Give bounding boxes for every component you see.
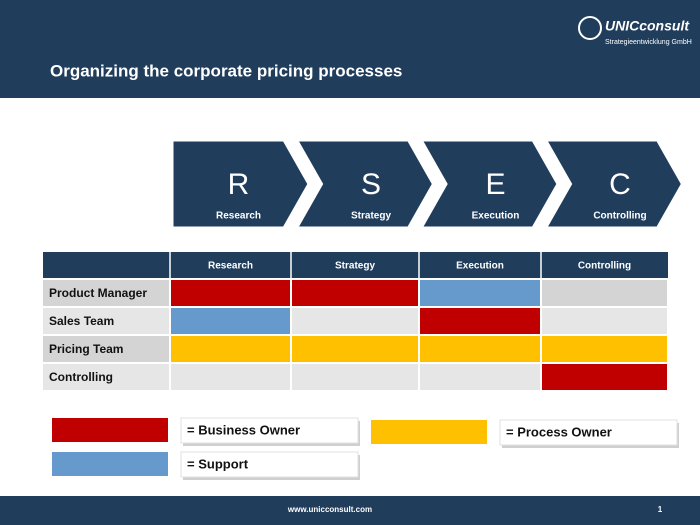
matrix-cell [420,308,540,334]
process-label: Strategy [351,211,391,222]
footer-bar [0,496,700,525]
legend-label: = Business Owner [187,422,300,437]
row-label: Controlling [49,370,113,384]
process-letter: S [361,168,381,201]
matrix-cell [542,336,667,362]
column-header: Research [208,261,253,272]
matrix-cell [171,308,290,334]
logo-icon [578,16,602,40]
logo-subtitle: Strategieentwicklung GmbH [605,39,692,46]
legend-swatch [371,420,487,444]
process-letter: R [228,168,250,201]
matrix-cell [292,308,418,334]
matrix-cell [171,280,290,306]
logo: UNICconsult [605,18,690,34]
table-header [43,252,668,278]
legend-swatch [52,418,168,442]
matrix-cell [542,364,667,390]
footer-url: www.unicconsult.com [287,505,372,514]
process-chevron [542,138,685,230]
matrix-cell [542,280,667,306]
column-header: Controlling [578,261,631,272]
matrix-cell [171,336,290,362]
row-label: Product Manager [49,286,147,300]
header-bar [0,0,700,98]
matrix-cell [292,280,418,306]
process-letter: C [609,168,631,201]
matrix-cell [171,364,290,390]
row-label-cell [43,336,169,362]
matrix-cell [420,364,540,390]
matrix-cell [292,364,418,390]
legend-label: = Support [187,456,249,471]
process-letter: E [485,168,505,201]
matrix-cell [420,280,540,306]
process-chevron [293,138,436,230]
row-label: Sales Team [49,314,114,328]
row-label: Pricing Team [49,342,123,356]
row-label-cell [43,308,169,334]
process-chevron [418,138,560,230]
matrix-cell [420,336,540,362]
process-chevron [170,138,311,230]
slide-title: Organizing the corporate pricing process… [50,61,402,80]
legend-label-box [180,417,359,444]
process-label: Execution [472,211,520,222]
process-label: Controlling [593,211,646,222]
column-header: Execution [456,261,504,272]
page-number: 1 [658,505,663,514]
row-label-cell [43,280,169,306]
legend-label-box [180,451,359,478]
legend-label: = Process Owner [506,424,612,439]
matrix-cell [542,308,667,334]
matrix-cell [292,336,418,362]
legend-swatch [52,452,168,476]
column-header: Strategy [335,261,375,272]
legend-label-box [499,419,678,446]
row-label-cell [43,364,169,390]
process-label: Research [216,211,261,222]
